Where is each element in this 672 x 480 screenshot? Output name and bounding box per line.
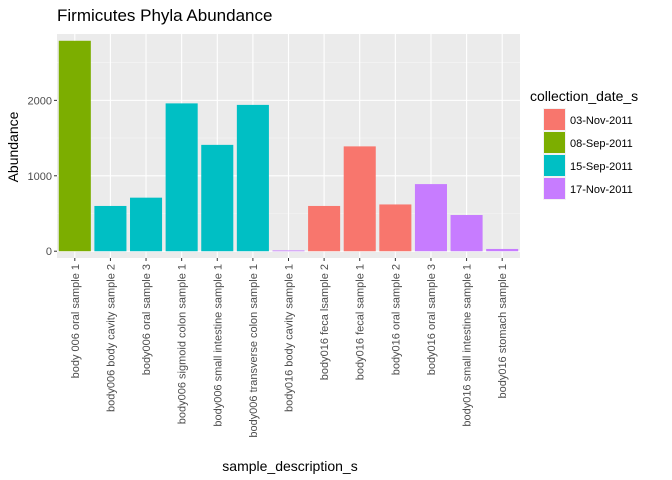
legend-label: 08-Sep-2011 (570, 138, 633, 150)
x-tick-label: body016 body cavity sample 1 (284, 264, 296, 412)
bar (379, 204, 412, 252)
y-tick-label: 0 (46, 246, 52, 258)
x-tick-label: body016 oral sample 2 (390, 264, 402, 375)
x-tick-label: body 006 oral sample 1 (70, 264, 82, 378)
bar (165, 103, 198, 252)
bar (58, 40, 91, 252)
legend-label: 15-Sep-2011 (570, 161, 633, 173)
x-axis-title: sample_description_s (222, 458, 357, 474)
y-axis: 0 1000 2000 (28, 95, 57, 258)
legend-label: 03-Nov-2011 (570, 115, 633, 127)
chart-title: Firmicutes Phyla Abundance (57, 6, 272, 25)
x-tick-label: body006 small intestine sample 1 (212, 264, 224, 427)
x-tick-label: body006 transverse colon sample 1 (248, 264, 260, 438)
bar (94, 205, 127, 252)
bar (450, 215, 483, 252)
bar (236, 104, 269, 252)
x-tick-label: body016 oral sample 3 (426, 264, 438, 375)
legend-swatch (544, 132, 565, 153)
legend-swatch (544, 109, 565, 130)
y-tick-label: 1000 (28, 171, 52, 183)
bar-series (58, 40, 519, 252)
x-tick-label: body016 fecal sample 1 (355, 264, 367, 380)
legend-swatch (544, 178, 565, 199)
bar (414, 184, 447, 252)
bar (486, 248, 519, 252)
legend-title: collection_date_s (530, 88, 638, 104)
x-tick-label: body016 stomach sample 1 (497, 264, 509, 399)
bar (272, 250, 305, 252)
bar (308, 205, 341, 252)
y-axis-title: Abundance (5, 111, 21, 182)
y-tick-label: 2000 (28, 95, 52, 107)
bar (201, 144, 234, 252)
x-tick-label: body016 small intestine sample 1 (462, 264, 474, 427)
legend: collection_date_s 03-Nov-2011 08-Sep-2011… (530, 88, 638, 200)
x-tick-label: body016 feca lsample 2 (319, 264, 331, 380)
x-tick-label: body006 oral sample 3 (141, 264, 153, 375)
bar (130, 197, 163, 252)
bar (343, 146, 376, 252)
legend-label: 17-Nov-2011 (570, 184, 633, 196)
x-axis: body 006 oral sample 1 body006 body cavit… (70, 258, 509, 438)
x-tick-label: body006 body cavity sample 2 (105, 264, 117, 412)
x-tick-label: body006 sigmoid colon sample 1 (177, 264, 189, 424)
legend-swatch (544, 155, 565, 176)
